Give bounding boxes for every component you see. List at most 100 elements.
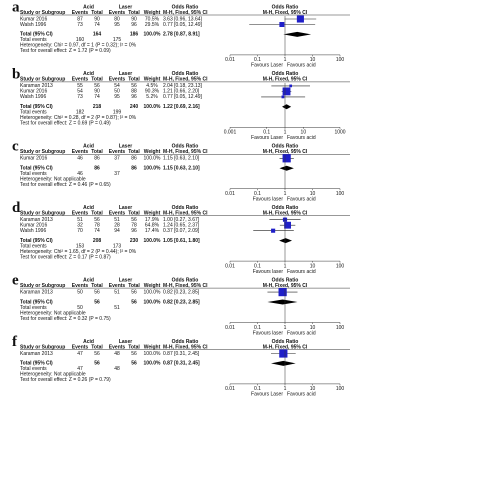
- x-tick-label: 0.1: [254, 57, 261, 63]
- total-events-cell: 160: [76, 37, 85, 43]
- study-name: Karaman 2013: [20, 289, 53, 295]
- x-tick-label: 0.1: [263, 130, 270, 136]
- overall-effect: Test for overall effect: Z = 0.69 (P = 0…: [20, 121, 111, 127]
- total-events-cell: 199: [113, 110, 122, 116]
- column-header: Events: [109, 149, 126, 155]
- total-or: 0.87 [0.31, 2.45]: [163, 361, 200, 367]
- column-header: Study or Subgroup: [20, 149, 65, 155]
- group-header: Odds Ratio: [272, 71, 299, 77]
- column-header: M-H, Fixed, 95% CI: [163, 344, 208, 350]
- group-header: Laser: [119, 71, 132, 77]
- favours-right: Favours acid: [287, 63, 316, 69]
- study-weight: 4.5%: [146, 83, 158, 89]
- study-cell: 78: [94, 223, 100, 229]
- group-header: Laser: [119, 205, 132, 211]
- column-header: Total: [91, 149, 103, 155]
- x-tick-label: 0.01: [225, 57, 235, 63]
- total-name: Total (95% CI): [20, 238, 53, 244]
- total-events-cell: 175: [113, 37, 122, 43]
- total-events-name: Total events: [20, 243, 47, 249]
- total-cell: 56: [94, 299, 100, 305]
- study-weight: 29.5%: [145, 22, 160, 28]
- study-weight: 5.2%: [146, 94, 158, 100]
- study-or: 0.77 [0.05, 12.49]: [163, 94, 203, 100]
- heterogeneity: Heterogeneity: Chi² = 1.65, df = 2 (P = …: [20, 249, 137, 255]
- column-header: Total: [91, 344, 103, 350]
- column-header: M-H, Fixed, 95% CI: [163, 77, 208, 83]
- study-cell: 56: [131, 217, 137, 223]
- total-events-cell: 47: [77, 366, 83, 372]
- overall-effect: Test for overall effect: Z = 0.32 (P = 0…: [20, 316, 111, 322]
- study-cell: 54: [114, 83, 120, 89]
- study-cell: 95: [114, 94, 120, 100]
- study-cell: 28: [114, 223, 120, 229]
- total-diamond: [279, 165, 294, 171]
- study-name: Walsh 1996: [20, 228, 46, 234]
- study-cell: 48: [114, 351, 120, 357]
- x-tick-label: 10: [310, 57, 316, 63]
- group-header: Odds Ratio: [272, 4, 299, 10]
- column-header: Study or Subgroup: [20, 211, 65, 217]
- study-square: [289, 84, 293, 88]
- group-header: Odds Ratio: [172, 71, 199, 77]
- column-header: Weight: [144, 77, 161, 83]
- column-header: Events: [109, 283, 126, 289]
- column-header: Events: [109, 344, 126, 350]
- study-or: 3.63 [0.96, 13.64]: [163, 16, 203, 22]
- study-or: 1.24 [0.65, 2.37]: [163, 223, 200, 229]
- total-diamond: [279, 238, 293, 244]
- study-name: Walsh 1996: [20, 22, 46, 28]
- heterogeneity: Heterogeneity: Not applicable: [20, 310, 86, 316]
- column-header: Weight: [144, 211, 161, 217]
- study-cell: 88: [131, 89, 137, 95]
- study-cell: 56: [94, 217, 100, 223]
- total-events-cell: 48: [114, 366, 120, 372]
- column-header: Events: [72, 77, 89, 83]
- study-name: Karaman 2013: [20, 351, 53, 357]
- x-tick-label: 10: [310, 325, 316, 331]
- x-tick-label: 1: [284, 130, 287, 136]
- column-header: M-H, Fixed, 95% CI: [263, 211, 308, 217]
- heterogeneity: Heterogeneity: Chi² = 0.28, df = 2 (P = …: [20, 115, 137, 121]
- study-cell: 70: [77, 228, 83, 234]
- favours-left: Favours laser: [253, 269, 284, 275]
- study-square: [279, 349, 288, 358]
- column-header: Weight: [144, 10, 161, 16]
- study-weight: 70.5%: [145, 16, 160, 22]
- total-cell: 86: [94, 166, 100, 172]
- x-tick-label: 0.1: [254, 386, 261, 392]
- group-header: Acid: [83, 339, 94, 345]
- group-header: Odds Ratio: [172, 4, 199, 10]
- panel-label: f: [12, 334, 18, 350]
- favours-right: Favours acid: [287, 269, 316, 275]
- study-square: [282, 154, 291, 163]
- group-header: Acid: [83, 4, 94, 10]
- column-header: M-H, Fixed, 95% CI: [263, 10, 308, 16]
- group-header: Laser: [119, 277, 132, 283]
- study-cell: 73: [77, 94, 83, 100]
- column-header: Study or Subgroup: [20, 10, 65, 16]
- heterogeneity: Heterogeneity: Not applicable: [20, 177, 86, 183]
- study-cell: 56: [94, 83, 100, 89]
- x-tick-label: 10: [301, 130, 307, 136]
- column-header: Total: [128, 344, 140, 350]
- study-cell: 46: [77, 156, 83, 162]
- column-header: Events: [72, 344, 89, 350]
- study-name: Kumar 2016: [20, 16, 47, 22]
- x-tick-label: 0.01: [225, 386, 235, 392]
- study-cell: 96: [131, 228, 137, 234]
- total-or: 1.05 [0.61, 1.80]: [163, 238, 200, 244]
- study-or: 0.37 [0.07, 2.09]: [163, 228, 200, 234]
- x-tick-label: 100: [336, 325, 345, 331]
- favours-right: Favours acid: [287, 197, 316, 203]
- study-cell: 51: [114, 289, 120, 295]
- total-diamond: [282, 104, 292, 110]
- study-cell: 37: [114, 156, 120, 162]
- panel-label: d: [12, 200, 21, 216]
- total-events-name: Total events: [20, 37, 47, 43]
- study-cell: 90: [94, 16, 100, 22]
- study-cell: 56: [94, 289, 100, 295]
- study-or: 0.87 [0.31, 2.45]: [163, 351, 200, 357]
- total-events-cell: 50: [77, 305, 83, 311]
